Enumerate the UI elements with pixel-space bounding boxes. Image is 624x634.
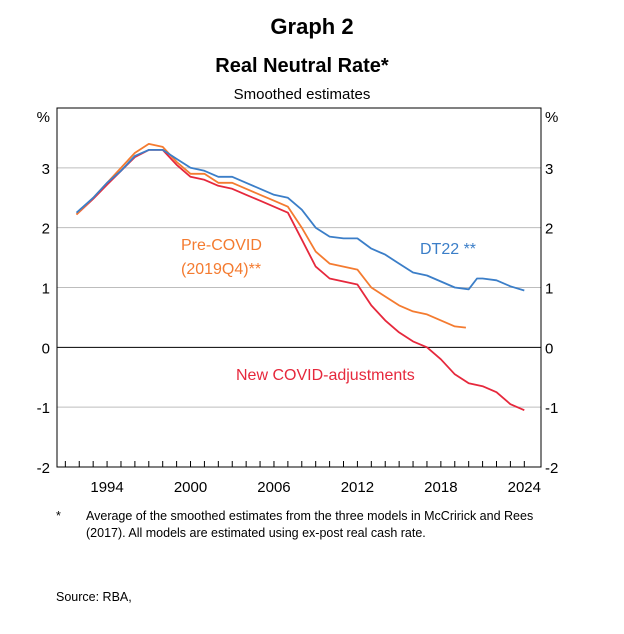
x-tick-label: 2006	[257, 479, 290, 496]
pre-covid-label-line1: Pre-COVID	[181, 237, 262, 254]
y-tick-label-right: -1	[545, 400, 558, 417]
chart-subtitle: Smoothed estimates	[233, 86, 371, 103]
pre-covid-label-line2: (2019Q4)**	[181, 261, 261, 278]
new-covid-label: New COVID-adjustments	[236, 367, 415, 384]
y-tick-label-right: 0	[545, 340, 553, 357]
y-tick-label-right: 1	[545, 281, 553, 298]
y-tick-label-left: 2	[42, 221, 50, 238]
line-chart: 1994 2000 2006 2012 2018 2024-2 -2-1 -10 01 12 23 3…	[37, 107, 558, 496]
y-tick-label-right: 3	[545, 161, 553, 178]
y-unit-left: %	[37, 109, 50, 126]
footnote-marker: *	[56, 509, 61, 523]
x-tick-label: 1994	[90, 479, 123, 496]
y-tick-label-left: 3	[42, 161, 50, 178]
graph-number: Graph 2	[270, 14, 354, 39]
y-tick-label-left: -2	[37, 460, 50, 477]
dt22-series-line	[75, 149, 525, 292]
pre-covid-series-line	[75, 143, 466, 329]
x-tick-label: 2024	[508, 479, 541, 496]
y-tick-label-right: 2	[545, 221, 553, 238]
footnote-text: Average of the smoothed estimates from t…	[86, 509, 534, 540]
x-tick-label: 2000	[174, 479, 207, 496]
y-tick-label-right: -2	[545, 460, 558, 477]
source-note: Source: RBA,	[56, 590, 132, 604]
footnote: * Average of the smoothed estimates from…	[56, 508, 576, 542]
chart-title: Real Neutral Rate*	[215, 55, 389, 77]
dt22-label: DT22 **	[420, 241, 476, 258]
x-tick-label: 2012	[341, 479, 374, 496]
y-tick-label-left: 1	[42, 281, 50, 298]
y-tick-label-left: 0	[42, 340, 50, 357]
plot-frame	[56, 107, 542, 468]
x-tick-label: 2018	[424, 479, 457, 496]
y-tick-label-left: -1	[37, 400, 50, 417]
y-unit-right: %	[545, 109, 558, 126]
